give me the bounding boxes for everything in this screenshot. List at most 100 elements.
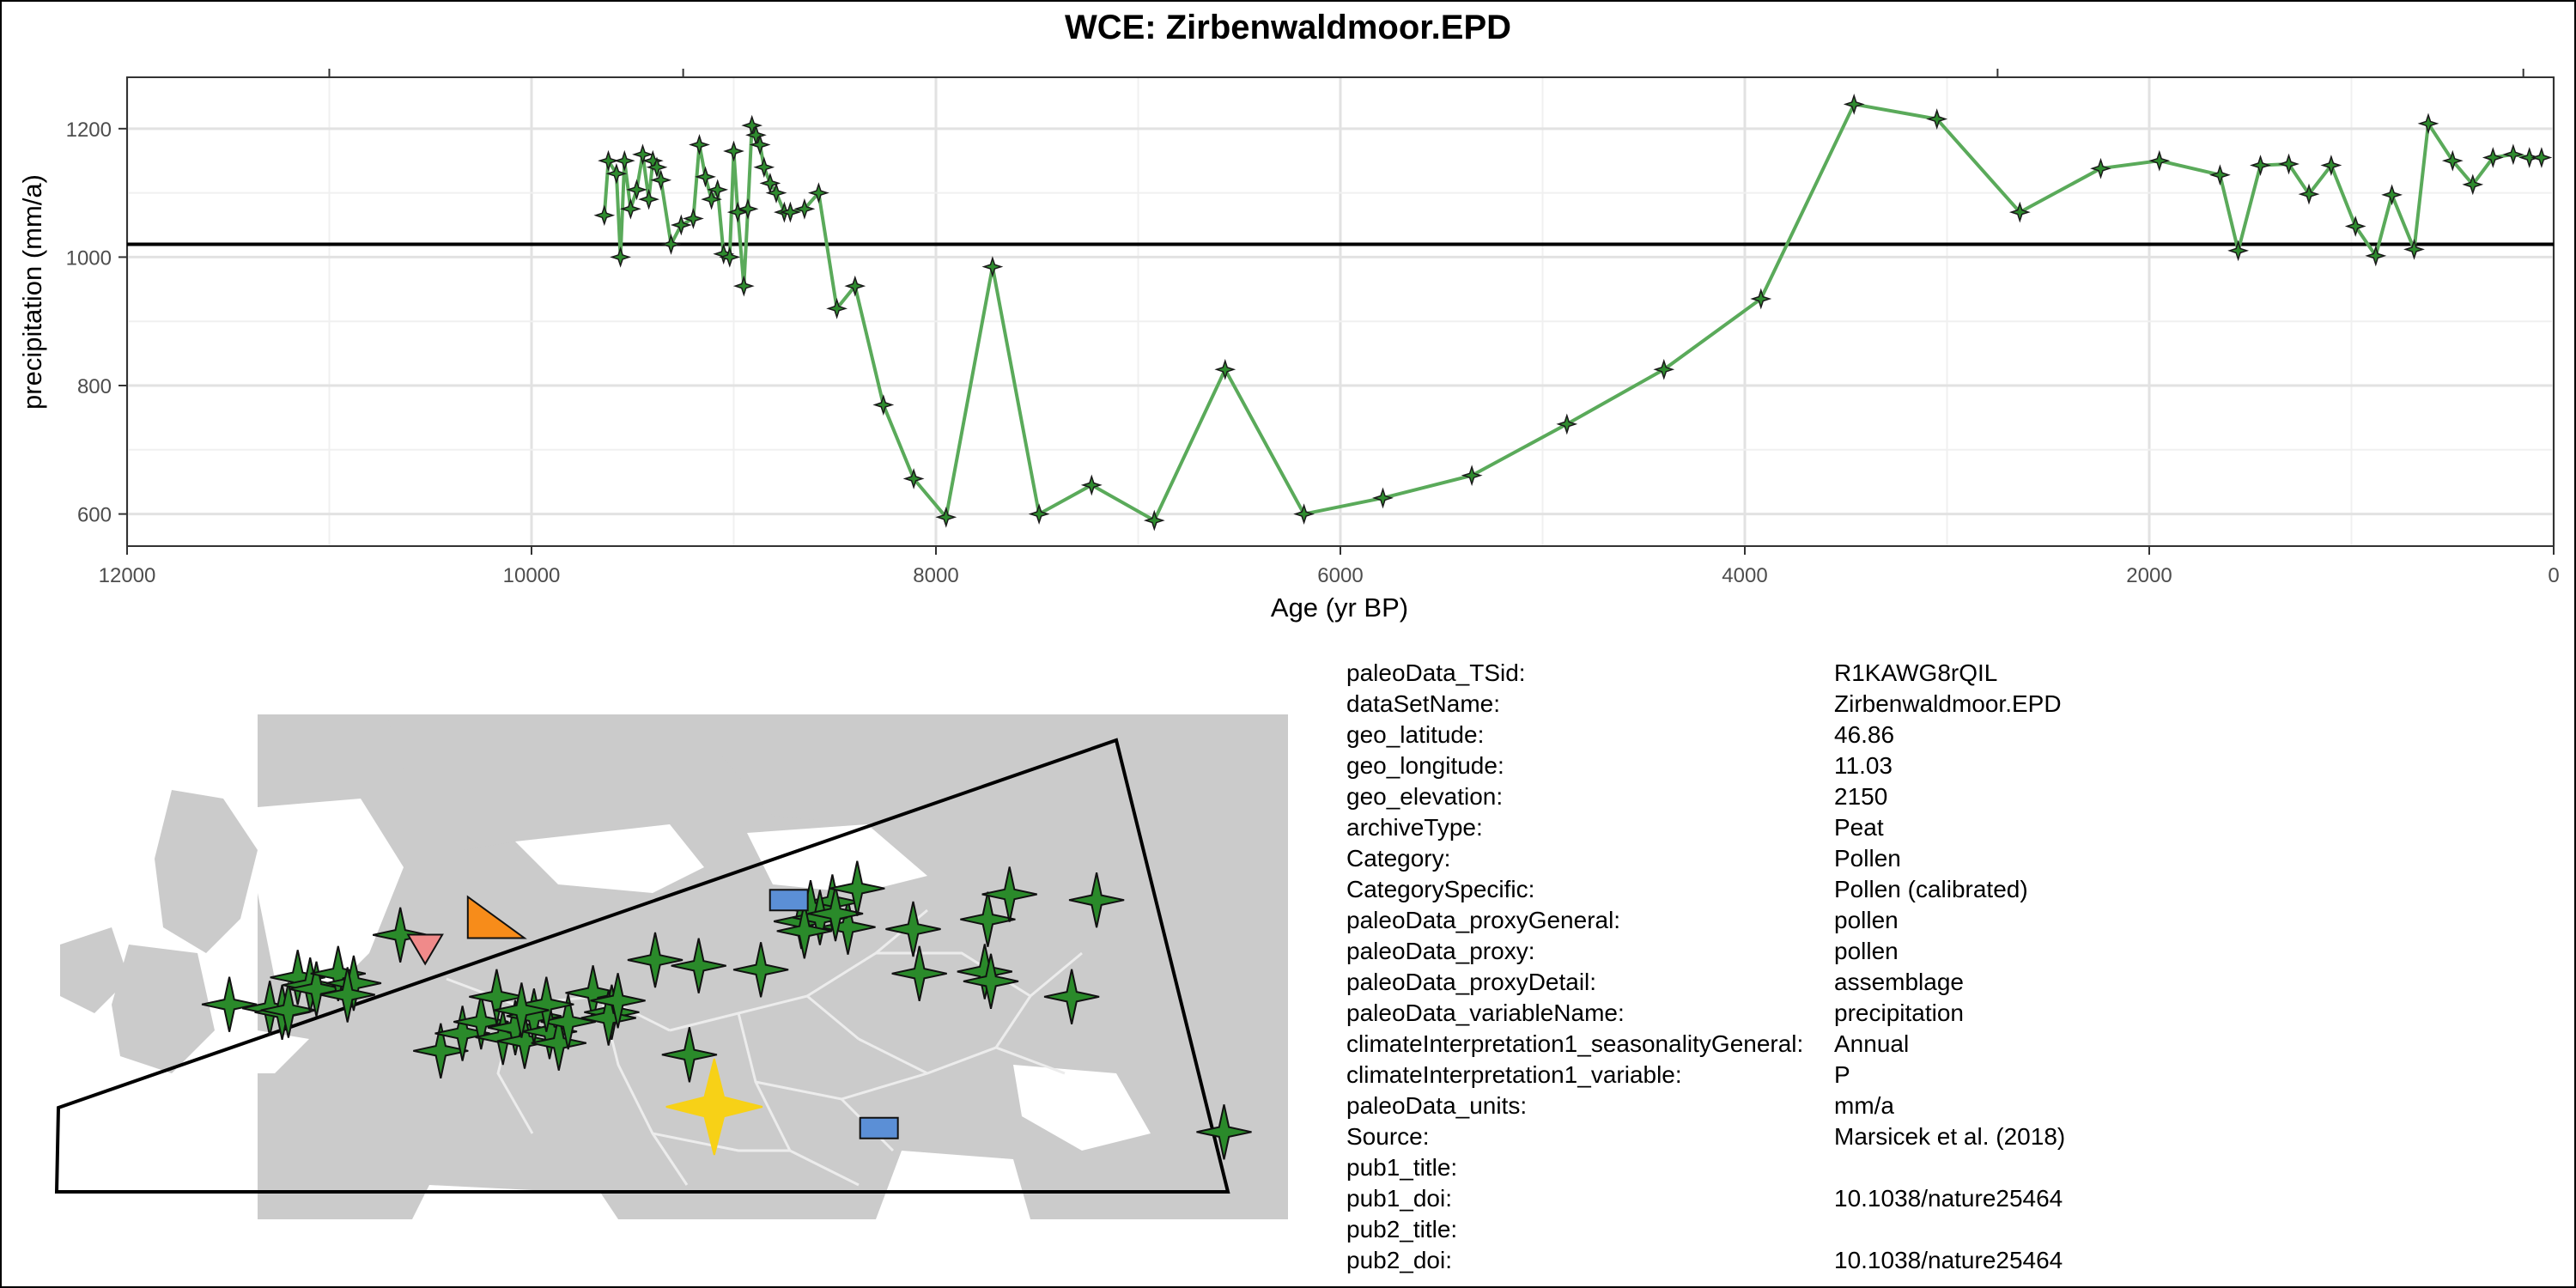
metadata-row: pub2_doi: 10.1038/nature25464 [1346, 1245, 2065, 1276]
metadata-key: paleoData_units: [1346, 1092, 1528, 1119]
data-point [2441, 149, 2464, 172]
data-point [807, 182, 829, 204]
data-point [2090, 157, 2111, 179]
metadata-row: climateInterpretation1_variable: P [1346, 1060, 2065, 1091]
metadata-key: pub2_title: [1346, 1216, 1458, 1242]
series-points [593, 93, 2553, 532]
data-point [2482, 147, 2504, 168]
data-point [2227, 240, 2250, 262]
land-shape [464, 841, 541, 919]
region-outline [54, 738, 1230, 1194]
site-marker-green [732, 942, 789, 998]
x-tick-label: 2000 [2126, 564, 2172, 587]
metadata-value: 46.86 [1834, 721, 1895, 748]
metadata-row: pub1_title: [1346, 1152, 2065, 1183]
site-marker-green [1196, 1104, 1252, 1160]
border-line [652, 1132, 860, 1187]
site-marker-green [453, 993, 509, 1050]
data-point [1214, 358, 1236, 380]
metadata-key: paleoData_variableName: [1346, 999, 1625, 1026]
site-marker-green [469, 969, 525, 1025]
metadata-key: geo_longitude: [1346, 752, 1504, 779]
data-point [638, 188, 659, 210]
data-point [2008, 201, 2031, 223]
metadata-key: paleoData_proxyGeneral: [1346, 907, 1621, 933]
metadata-key: climateInterpretation1_seasonalityGenera… [1346, 1030, 1804, 1057]
data-point [1143, 509, 1165, 532]
metadata-row: paleoData_TSid: R1KAWG8rQIL [1346, 658, 2065, 689]
site-marker-green [434, 1005, 490, 1061]
land-shape [60, 927, 129, 1013]
y-tick-label: 600 [77, 504, 112, 527]
sea-shape [258, 799, 404, 996]
data-point [779, 201, 801, 223]
data-point [719, 246, 741, 268]
sea-shape [747, 824, 927, 893]
metadata-row: Source: Marsicek et al. (2018) [1346, 1121, 2065, 1152]
data-point [1750, 288, 1772, 310]
site-marker-green [540, 993, 596, 1050]
x-tick-label: 6000 [1317, 564, 1363, 587]
metadata-row: pub2_title: [1346, 1214, 2065, 1245]
metadata-value: P [1834, 1061, 1850, 1088]
site-marker-green [671, 938, 726, 993]
metadata-key: dataSetName: [1346, 690, 1500, 717]
y-axis-label: precipitation (mm/a) [17, 174, 47, 410]
metadata-value: mm/a [1834, 1092, 1894, 1119]
metadata-value: 10.1038/nature25464 [1834, 1247, 2063, 1273]
site-marker-green [829, 860, 885, 916]
data-point [726, 201, 749, 223]
site-marker-green [260, 982, 317, 1038]
data-point [2344, 216, 2366, 237]
metadata-key: Source: [1346, 1123, 1430, 1150]
metadata-key: pub1_doi: [1346, 1185, 1453, 1212]
data-point [1080, 474, 1103, 496]
border-line [858, 1037, 1066, 1075]
data-point [613, 149, 635, 172]
data-point [2381, 184, 2403, 206]
data-point [610, 246, 631, 268]
site-marker-green [289, 961, 344, 1018]
metadata-value: pollen [1834, 938, 1899, 964]
data-point [723, 140, 744, 162]
data-point [707, 179, 729, 201]
metadata-key: Category: [1346, 845, 1451, 872]
data-point [2148, 149, 2171, 172]
data-point [2365, 245, 2387, 267]
metadata-value: Marsicek et al. (2018) [1834, 1123, 2066, 1150]
y-tick-label: 1200 [66, 118, 112, 142]
data-point [2320, 155, 2342, 176]
data-point [765, 182, 787, 204]
metadata-key: geo_latitude: [1346, 721, 1485, 748]
site-marker-green [494, 982, 550, 1038]
metadata-key: paleoData_proxy: [1346, 938, 1535, 964]
data-point [2502, 143, 2524, 166]
metadata-value: Peat [1834, 814, 1884, 841]
metadata-value: Zirbenwaldmoor.EPD [1834, 690, 2062, 717]
land-shape [515, 721, 687, 841]
x-tick-label: 0 [2548, 564, 2559, 587]
x-tick-label: 8000 [913, 564, 958, 587]
metadata-row: CategorySpecific: Pollen (calibrated) [1346, 874, 2065, 905]
site-marker-green [807, 885, 864, 942]
data-point [2530, 147, 2553, 168]
site-marker-orange [466, 895, 527, 939]
data-point [737, 197, 759, 220]
metadata-key: archiveType: [1346, 814, 1483, 841]
border-line [669, 994, 860, 1041]
data-point [753, 156, 775, 179]
site-marker-green [1043, 969, 1100, 1025]
metadata-value: Pollen (calibrated) [1834, 876, 2028, 902]
site-marker-pink [406, 933, 444, 966]
data-point [689, 134, 710, 155]
sea-shape [258, 1030, 309, 1073]
data-point [2417, 112, 2439, 135]
chart-title: WCE: Zirbenwaldmoor.EPD [1064, 9, 1512, 46]
metadata-row: paleoData_proxyGeneral: pollen [1346, 905, 2065, 936]
data-point [701, 188, 722, 210]
metadata-row: archiveType: Peat [1346, 812, 2065, 843]
metadata-key: pub1_title: [1346, 1154, 1458, 1181]
data-point [632, 143, 653, 166]
data-point [1926, 108, 1948, 131]
